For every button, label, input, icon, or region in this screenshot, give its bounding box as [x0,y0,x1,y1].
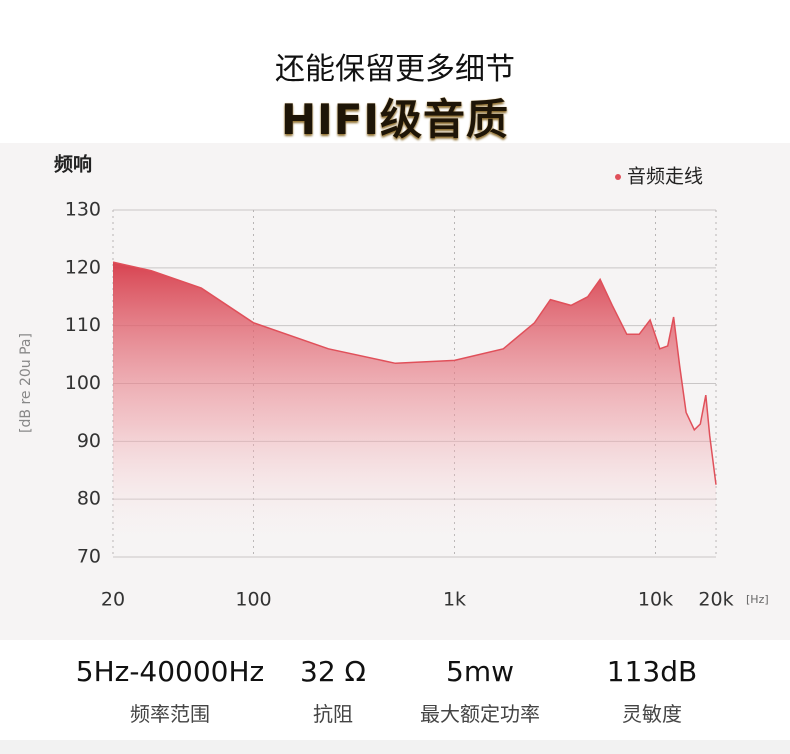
spec: 5mw 最大额定功率 [380,655,580,727]
spec: 5Hz-40000Hz 频率范围 [70,655,270,727]
sub-headline: HIFI级音质 [280,95,510,144]
legend-marker [615,174,621,180]
spec-label: 频率范围 [130,702,210,726]
footer-strip [0,740,790,754]
spec-label: 抗阻 [313,702,353,726]
y-tick-label: 100 [65,372,101,394]
spec-value: 113dB [606,655,698,688]
chart: 频响 [dB re 20u Pa] 70 80 90 100 110 120 130 20 10… [0,143,790,640]
spec-label: 灵敏度 [622,702,682,726]
y-tick-label: 80 [77,488,101,510]
spec-label: 最大额定功率 [420,702,540,726]
legend-label: 音频走线 [627,166,703,188]
spec: 113dB 灵敏度 [552,655,752,727]
chart-title: 频响 [54,153,92,176]
y-tick-label: 110 [65,314,101,336]
spec-value: 5mw [446,655,514,688]
line [112,261,717,485]
y-tick-label: 90 [77,430,101,452]
x-tick-label: 20k [698,589,733,611]
x-tick-label: 10k [638,589,673,611]
x-axis-unit: [Hz] [746,593,769,606]
spec-value: 5Hz-40000Hz [75,655,265,688]
x-tick-label: 20 [101,589,125,611]
spec: 32 Ω 抗阻 [233,655,433,727]
x-tick-label: 1k [443,589,466,611]
y-tick-label: 70 [77,546,101,568]
x-tick-label: 100 [235,589,271,611]
headline: 还能保留更多细节 [275,52,515,87]
area-fill [113,262,716,557]
y-tick-label: 120 [65,256,101,278]
spec-value: 32 Ω [300,655,366,688]
y-axis-label: [dB re 20u Pa] [18,333,34,433]
y-tick-label: 130 [65,199,101,221]
